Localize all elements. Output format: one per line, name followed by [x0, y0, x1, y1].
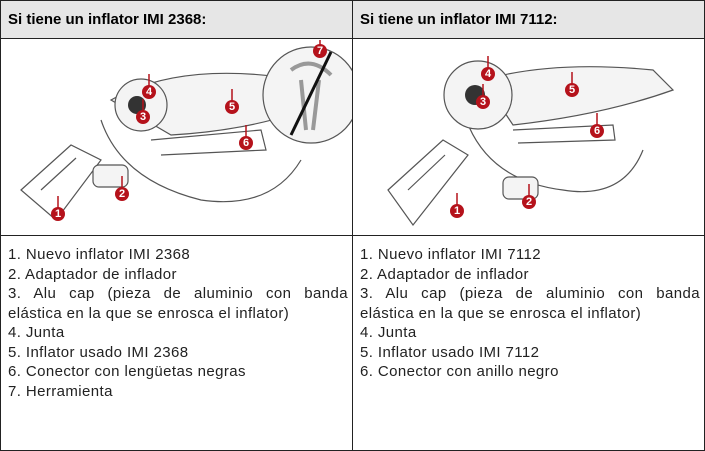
- callout-number: 1: [55, 208, 61, 220]
- list-item: 5. Inflator usado IMI 7112: [360, 343, 540, 361]
- callout-marker: [239, 136, 253, 150]
- parts-list: 1. Nuevo inflator IMI 2368 2. Adaptador d…: [8, 245, 348, 401]
- callout: 7: [313, 40, 327, 58]
- callout-number: 5: [569, 84, 575, 96]
- callout-number: 6: [243, 137, 249, 149]
- callouts: 1 2 3 4 5 6 7 1 2 3 4 5 6: [51, 40, 604, 221]
- callout: 4: [142, 74, 156, 99]
- list-item: 4. Junta: [360, 324, 417, 341]
- callout: 1: [51, 196, 65, 221]
- illustration: [20, 46, 352, 221]
- callout-marker: [313, 44, 327, 58]
- callout-marker: [115, 187, 129, 201]
- divider: [1, 235, 704, 236]
- callout-number: 3: [480, 96, 486, 108]
- callout-number: 2: [526, 196, 532, 208]
- callout: 2: [522, 184, 536, 209]
- callout-marker: [51, 207, 65, 221]
- callout-number: 4: [146, 86, 153, 98]
- list-item: 1. Nuevo inflator IMI 7112: [360, 246, 542, 263]
- callout: 6: [590, 113, 604, 138]
- divider: [352, 1, 353, 450]
- callout-number: 7: [317, 45, 323, 57]
- callout-marker: [522, 195, 536, 209]
- list-item: 4. Junta: [8, 324, 65, 341]
- callout-marker: [450, 204, 464, 218]
- callout: 3: [476, 84, 490, 109]
- callout-number: 3: [140, 111, 146, 123]
- list-item: 2. Adaptador de inflador: [360, 265, 529, 283]
- callout-marker: [225, 100, 239, 114]
- list-item: 6. Conector con lengüetas negras: [8, 363, 246, 380]
- callout-marker: [136, 110, 150, 124]
- parts-list: 1. Nuevo inflator IMI 7112 2. Adaptador d…: [360, 245, 700, 382]
- callout-marker: [481, 67, 495, 81]
- column-header: Si tiene un inflator IMI 2368:: [1, 1, 352, 39]
- callout-number: 5: [229, 101, 235, 113]
- callout: 1: [450, 193, 464, 218]
- list-item: 3. Alu cap (pieza de aluminio con banda …: [8, 285, 348, 322]
- callout: 2: [115, 176, 129, 201]
- column-header: Si tiene un inflator IMI 7112:: [353, 1, 704, 39]
- callout-marker: [142, 85, 156, 99]
- callout-number: 1: [454, 205, 460, 217]
- callout-marker: [565, 83, 579, 97]
- list-item: 3. Alu cap (pieza de aluminio con banda …: [360, 285, 700, 322]
- callout-number: 4: [485, 68, 492, 80]
- callout-marker: [476, 95, 490, 109]
- list-item: 2. Adaptador de inflador: [8, 265, 177, 283]
- callout: 6: [239, 125, 253, 150]
- list-item: 6. Conector con anillo negro: [360, 363, 559, 380]
- callout: 5: [565, 72, 579, 97]
- list-item: 7. Herramienta: [8, 382, 113, 400]
- callout: 5: [225, 89, 239, 114]
- list-item: 5. Inflator usado IMI 2368: [8, 343, 189, 361]
- callout: 4: [481, 56, 495, 81]
- list-item: 1. Nuevo inflator IMI 2368: [8, 246, 191, 263]
- callout: 3: [136, 99, 150, 124]
- callout-number: 6: [594, 125, 600, 137]
- callout-number: 2: [119, 188, 125, 200]
- callout-marker: [590, 124, 604, 138]
